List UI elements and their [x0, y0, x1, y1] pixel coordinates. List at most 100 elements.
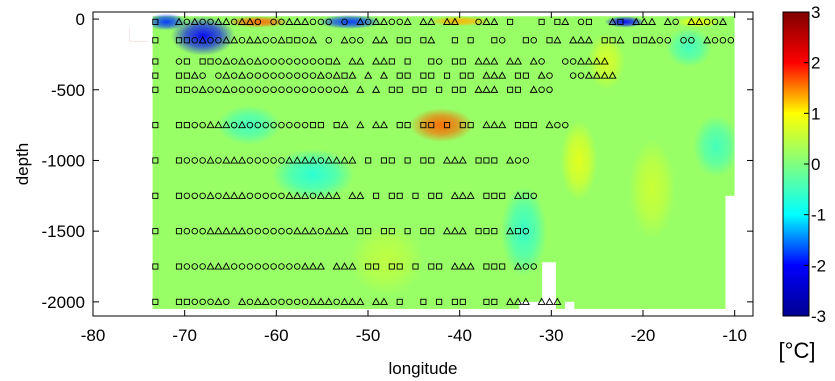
station-marker-triangle [647, 35, 657, 44]
x-axis-ticks: -80 -70 -60 -50 -40 -30 -20 -10 [81, 12, 747, 345]
station-marker-triangle [592, 71, 601, 79]
station-marker-square [396, 72, 403, 79]
station-marker-triangle [450, 17, 459, 25]
station-marker-circle [278, 121, 285, 129]
station-marker-triangle [206, 226, 215, 235]
station-marker-circle [293, 263, 301, 270]
station-marker-circle [325, 18, 333, 26]
station-marker-triangle [545, 120, 554, 129]
station-marker-triangle [293, 191, 302, 199]
station-marker-triangle [230, 156, 239, 164]
station-marker-square [420, 37, 427, 44]
station-marker-circle [703, 18, 711, 26]
station-marker-circle [317, 18, 325, 26]
station-marker-square [152, 157, 159, 164]
station-marker-circle [191, 86, 198, 94]
station-marker-circle [286, 263, 293, 270]
station-marker-triangle [206, 156, 215, 164]
station-marker-square [365, 228, 372, 235]
station-marker-circle [538, 58, 545, 65]
station-marker-triangle [537, 71, 546, 79]
station-marker-circle [333, 86, 340, 94]
temperature-anomaly [675, 16, 721, 28]
station-marker-circle [325, 72, 333, 79]
station-marker-circle [183, 227, 191, 235]
station-marker-circle [183, 192, 191, 200]
station-marker-circle [388, 18, 396, 26]
station-marker-triangle [450, 226, 459, 235]
station-marker-circle [262, 263, 269, 270]
station-marker-triangle [474, 85, 483, 93]
station-marker-triangle [474, 57, 483, 65]
station-marker-circle [199, 298, 206, 306]
station-marker-triangle [703, 35, 712, 44]
station-marker-circle [246, 157, 254, 164]
station-marker-triangle [348, 297, 357, 305]
station-marker-square [522, 37, 529, 44]
station-marker-triangle [261, 297, 270, 305]
station-marker-square [483, 228, 490, 235]
station-marker-circle [270, 227, 277, 235]
station-markers [152, 17, 735, 306]
station-marker-triangle [506, 57, 515, 65]
station-marker-circle [396, 18, 403, 26]
station-marker-square [491, 37, 498, 44]
station-marker-triangle [372, 57, 381, 65]
station-marker-triangle [450, 191, 459, 199]
station-marker-square [522, 122, 529, 129]
station-marker-circle [435, 58, 443, 65]
station-marker-circle [262, 192, 269, 200]
station-marker-square [317, 122, 324, 129]
station-marker-triangle [237, 120, 247, 129]
axes-box [92, 11, 754, 317]
station-marker-circle [727, 37, 735, 44]
station-marker-triangle [245, 17, 254, 25]
station-marker-triangle [718, 17, 727, 25]
station-marker-square [546, 37, 553, 44]
station-marker-square [514, 86, 522, 93]
station-marker-triangle [332, 156, 341, 164]
station-marker-triangle [687, 17, 696, 25]
data-gap-masks [129, 16, 753, 316]
station-marker-triangle [308, 297, 318, 305]
station-marker-square [396, 122, 403, 129]
station-marker-triangle [348, 191, 357, 199]
station-marker-square [491, 228, 498, 235]
station-marker-square [175, 37, 183, 44]
station-marker-triangle [237, 226, 247, 235]
station-marker-triangle [332, 71, 341, 79]
station-marker-triangle [316, 262, 325, 270]
station-marker-triangle [324, 156, 333, 164]
colorbar-tick-label: -3 [811, 307, 826, 326]
station-marker-circle [569, 58, 577, 65]
station-marker-circle [286, 58, 293, 65]
station-marker-square [443, 122, 451, 129]
temperature-anomaly [560, 120, 598, 201]
station-marker-square [152, 298, 159, 305]
temperature-anomaly [170, 16, 236, 56]
station-marker-square [554, 18, 561, 25]
station-marker-circle [230, 86, 238, 94]
x-tick-label: -40 [447, 326, 472, 345]
station-marker-circle [286, 121, 293, 129]
station-marker-square [396, 37, 403, 44]
station-marker-triangle [608, 17, 617, 25]
station-marker-circle [199, 18, 206, 26]
station-marker-triangle [222, 191, 231, 199]
station-marker-circle [270, 263, 277, 270]
station-marker-square [451, 298, 458, 305]
station-marker-triangle [332, 191, 341, 199]
station-marker-square [175, 157, 183, 164]
station-marker-circle [199, 192, 206, 200]
station-marker-triangle [340, 120, 349, 129]
station-marker-triangle [348, 71, 357, 79]
station-marker-square [175, 122, 183, 129]
station-marker-triangle [332, 226, 341, 235]
station-marker-triangle [427, 35, 436, 44]
station-marker-triangle [379, 57, 389, 65]
colorbar: 3 2 1 0 -1 -2 -3 [°C] [779, 3, 827, 363]
station-marker-square [633, 37, 640, 44]
station-marker-circle [301, 86, 309, 94]
station-marker-square [428, 192, 435, 199]
temperature-anomaly [349, 224, 424, 295]
